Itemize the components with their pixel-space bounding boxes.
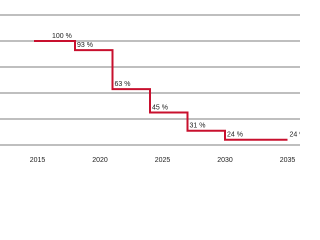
x-tick-label: 2015 [30, 157, 46, 164]
data-label: 24 % [290, 132, 301, 139]
data-label: 24 % [227, 132, 243, 139]
x-tick-label: 2030 [217, 157, 233, 164]
x-tick-label: 2025 [155, 157, 171, 164]
step-line [34, 40, 288, 141]
data-label: 63 % [115, 81, 131, 88]
data-label: 45 % [152, 104, 168, 111]
data-label: 93 % [77, 42, 93, 49]
chart: 2015 2020 2025 2030 2035 100 % 93 % 63 % 45 % 31 … [0, 14, 301, 164]
data-label: 31 % [190, 123, 206, 130]
x-tick-label: 2035 [280, 157, 296, 164]
data-label: 100 % [52, 33, 72, 40]
x-tick-label: 2020 [92, 157, 108, 164]
